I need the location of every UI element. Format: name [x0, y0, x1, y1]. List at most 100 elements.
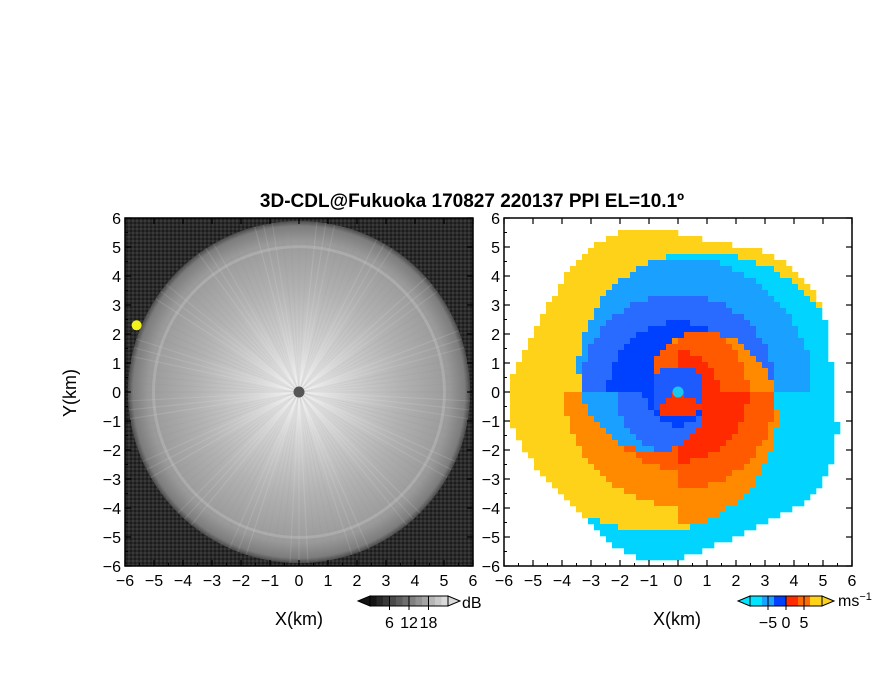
velocity-cell	[726, 248, 733, 255]
velocity-cell	[696, 470, 703, 477]
velocity-cell	[648, 344, 655, 351]
reflectivity-ray	[197, 391, 300, 531]
velocity-cell	[762, 506, 769, 513]
velocity-cell	[690, 236, 697, 243]
right-x-tick-label: −6	[495, 573, 513, 590]
velocity-cell	[606, 512, 613, 519]
velocity-cell	[816, 332, 823, 339]
velocity-cell	[624, 362, 631, 369]
velocity-cell	[666, 326, 673, 333]
velocity-cell	[630, 458, 637, 465]
velocity-cell	[774, 290, 781, 297]
velocity-cell	[618, 296, 625, 303]
velocity-cell	[762, 398, 769, 405]
velocity-cell	[816, 410, 823, 417]
velocity-cell	[666, 374, 673, 381]
velocity-cell	[654, 380, 661, 387]
reflectivity-colorbar-unit: dB	[462, 595, 482, 612]
velocity-cell	[726, 320, 733, 327]
velocity-cell	[768, 410, 775, 417]
velocity-cell	[702, 272, 709, 279]
velocity-cell	[690, 542, 697, 549]
velocity-cell	[612, 332, 619, 339]
velocity-cell	[774, 506, 781, 513]
velocity-cell	[654, 476, 661, 483]
velocity-cell	[678, 272, 685, 279]
velocity-cell	[642, 332, 649, 339]
velocity-cell	[564, 362, 571, 369]
velocity-cell	[714, 524, 721, 531]
velocity-cell	[738, 284, 745, 291]
velocity-colorbar: −5 0 5	[736, 595, 836, 632]
velocity-cell	[702, 422, 709, 429]
velocity-cell	[672, 476, 679, 483]
velocity-cell	[630, 536, 637, 543]
velocity-cell	[546, 368, 553, 375]
velocity-cell	[630, 272, 637, 279]
velocity-cell	[612, 290, 619, 297]
velocity-cell	[756, 392, 763, 399]
velocity-cell	[600, 266, 607, 273]
velocity-cell	[654, 284, 661, 291]
velocity-cell	[600, 314, 607, 321]
velocity-cell	[612, 386, 619, 393]
velocity-cell	[756, 290, 763, 297]
velocity-cell	[672, 452, 679, 459]
velocity-cell	[714, 368, 721, 375]
velocity-cell	[648, 320, 655, 327]
velocity-cell	[636, 392, 643, 399]
velocity-cell	[648, 404, 655, 411]
velocity-cell	[588, 356, 595, 363]
velocity-cell	[516, 398, 523, 405]
velocity-cell	[648, 434, 655, 441]
velocity-cell	[786, 362, 793, 369]
velocity-cell	[612, 392, 619, 399]
velocity-cell	[786, 422, 793, 429]
velocity-cell	[666, 278, 673, 285]
velocity-cell	[576, 500, 583, 507]
velocity-cell	[672, 494, 679, 501]
velocity-cell	[564, 476, 571, 483]
velocity-cell	[630, 326, 637, 333]
velocity-cell	[648, 236, 655, 243]
reflectivity-ray	[190, 258, 300, 393]
velocity-cell	[684, 428, 691, 435]
velocity-cell	[564, 374, 571, 381]
velocity-cell	[786, 464, 793, 471]
velocity-cell	[540, 410, 547, 417]
velocity-cell	[618, 458, 625, 465]
velocity-cell	[678, 362, 685, 369]
velocity-cell	[792, 440, 799, 447]
velocity-cell	[732, 320, 739, 327]
velocity-cell	[702, 302, 709, 309]
velocity-cell	[606, 272, 613, 279]
velocity-cell	[690, 494, 697, 501]
velocity-cell	[786, 392, 793, 399]
velocity-cell	[540, 356, 547, 363]
velocity-cell	[756, 374, 763, 381]
velocity-cell	[684, 542, 691, 549]
velocity-cell	[756, 518, 763, 525]
velocity-cell	[558, 356, 565, 363]
velocity-cell	[762, 458, 769, 465]
velocity-cell	[576, 272, 583, 279]
velocity-cell	[696, 440, 703, 447]
velocity-cell	[534, 446, 541, 453]
velocity-cell	[552, 392, 559, 399]
velocity-cell	[684, 416, 691, 423]
velocity-cell	[636, 368, 643, 375]
velocity-cell	[792, 272, 799, 279]
velocity-cell	[624, 410, 631, 417]
velocity-cell	[810, 344, 817, 351]
velocity-cell	[762, 386, 769, 393]
velocity-cell	[822, 350, 829, 357]
velocity-cell	[636, 410, 643, 417]
velocity-cell	[534, 404, 541, 411]
velocity-cell	[576, 266, 583, 273]
velocity-cell	[618, 410, 625, 417]
velocity-cell	[636, 344, 643, 351]
velocity-cell	[780, 392, 787, 399]
velocity-cell	[690, 338, 697, 345]
velocity-cell	[720, 422, 727, 429]
reflectivity-ray	[298, 347, 465, 393]
